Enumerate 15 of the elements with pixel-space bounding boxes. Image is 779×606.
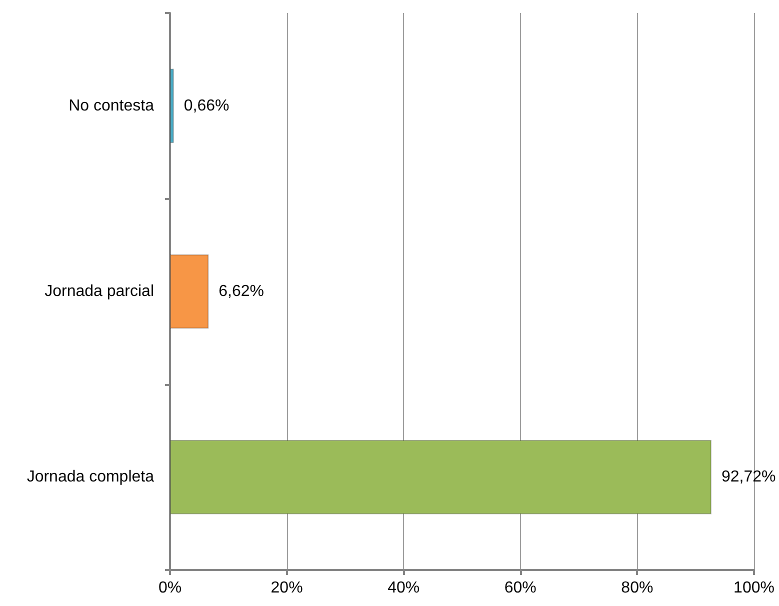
x-tick-label: 0% — [158, 580, 182, 596]
x-tick-label: 40% — [388, 580, 420, 596]
x-tick-label: 60% — [504, 580, 536, 596]
bar — [170, 254, 209, 329]
data-label: 0,66% — [184, 97, 230, 114]
data-label: 92,72% — [721, 468, 776, 486]
bar — [170, 68, 174, 143]
x-tick-label: 80% — [621, 580, 654, 596]
data-label: 6,62% — [218, 283, 264, 300]
bar — [170, 440, 712, 514]
y-tick-label: Jornada parcial — [44, 283, 154, 300]
x-tick-label: 20% — [270, 580, 303, 596]
y-tick-label: Jornada completa — [26, 468, 154, 486]
x-tick-label: 100% — [734, 580, 774, 596]
y-tick-label: No contesta — [68, 97, 154, 114]
